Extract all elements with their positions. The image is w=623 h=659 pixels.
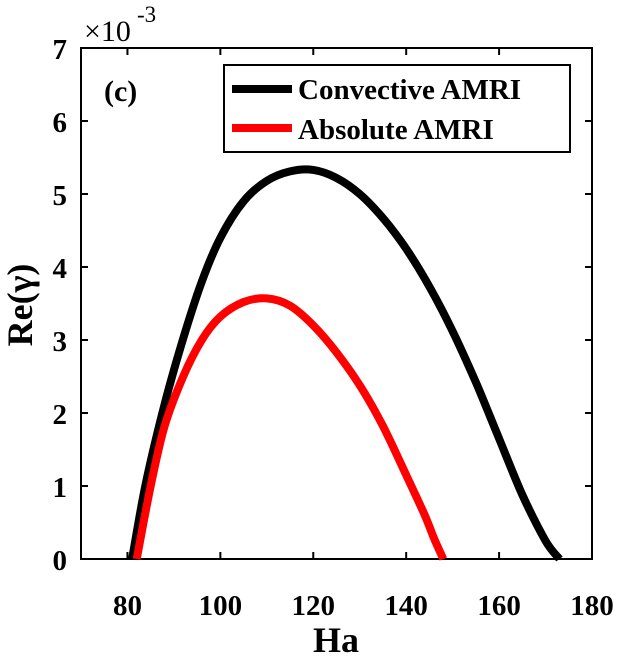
series-layer — [128, 165, 563, 562]
y-tick-label: 1 — [53, 472, 68, 504]
x-tick-label: 120 — [292, 590, 336, 622]
y-scale-multiplier: ×10 — [84, 15, 131, 48]
panel-label: (c) — [104, 75, 137, 108]
x-tick-label: 160 — [477, 590, 521, 622]
y-tick-label: 7 — [53, 34, 68, 66]
y-tick-label: 2 — [53, 399, 68, 431]
y-scale-exponent: -3 — [137, 2, 156, 27]
plot-frame — [80, 47, 593, 560]
legend-label-convective: Convective AMRI — [298, 74, 521, 106]
x-tick-label: 180 — [570, 590, 614, 622]
y-tick-label: 4 — [53, 253, 68, 285]
legend-label-absolute: Absolute AMRI — [298, 114, 494, 146]
x-tick-label: 80 — [113, 590, 142, 622]
legend-box — [223, 64, 571, 153]
y-tick-label: 6 — [53, 107, 68, 139]
plot-area — [80, 47, 593, 560]
y-tick-label: 5 — [53, 180, 68, 212]
y-tick-label: 3 — [53, 326, 68, 358]
y-axis: 0 1 2 3 4 5 6 7 — [53, 34, 592, 577]
series-line-absolute-amri — [132, 294, 447, 561]
x-tick-label: 100 — [199, 590, 243, 622]
y-axis-label: Re(γ) — [0, 264, 40, 347]
y-tick-label: 0 — [53, 545, 68, 577]
x-axis-label: Ha — [313, 620, 359, 659]
x-axis: 80 100 120 140 160 180 — [113, 48, 614, 622]
series-line-convective-amri — [128, 165, 563, 562]
legend: Convective AMRI Absolute AMRI — [223, 64, 571, 153]
x-tick-label: 140 — [384, 590, 428, 622]
